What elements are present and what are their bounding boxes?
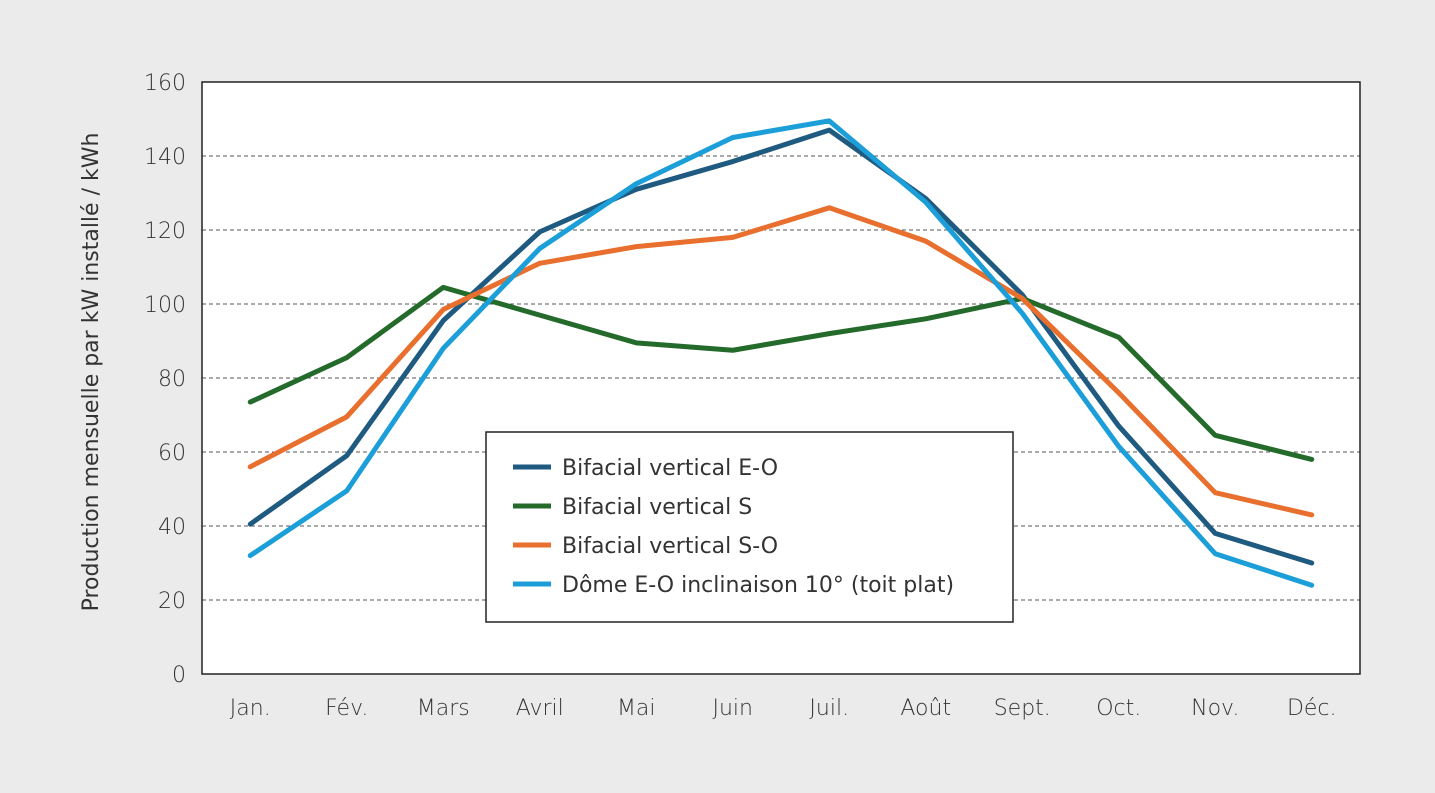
x-tick-label: Mai bbox=[617, 696, 656, 721]
y-axis-label: Production mensuelle par kW installé / k… bbox=[79, 133, 104, 612]
x-tick-label: Juil. bbox=[809, 696, 849, 721]
y-tick-label: 160 bbox=[144, 71, 186, 96]
plot-border bbox=[201, 81, 1361, 675]
x-tick-label: Jan. bbox=[230, 696, 271, 721]
legend-label: Bifacial vertical E-O bbox=[562, 456, 778, 481]
x-tick-label: Déc. bbox=[1287, 696, 1337, 721]
y-tick-label: 40 bbox=[158, 515, 186, 540]
y-tick-label: 60 bbox=[158, 441, 186, 466]
x-tick-label: Fév. bbox=[325, 696, 368, 721]
series-line-3 bbox=[247, 118, 1315, 588]
x-tick-label: Avril bbox=[516, 696, 564, 721]
y-tick-label: 140 bbox=[144, 145, 186, 170]
legend: Bifacial vertical E-O Bifacial vertical S… bbox=[485, 431, 1014, 623]
legend-label: Bifacial vertical S bbox=[562, 495, 752, 520]
y-tick-label: 20 bbox=[158, 589, 186, 614]
y-tick-label: 100 bbox=[144, 293, 186, 318]
x-tick-label: Août bbox=[900, 696, 951, 721]
y-tick-label: 80 bbox=[158, 367, 186, 392]
x-tick-label: Nov. bbox=[1191, 696, 1239, 721]
x-tick-label: Juin bbox=[713, 696, 754, 721]
x-tick-label: Mars bbox=[417, 696, 470, 721]
series-line-0 bbox=[247, 127, 1315, 566]
legend-label: Dôme E-O inclinaison 10° (toit plat) bbox=[562, 573, 954, 598]
y-tick-label: 0 bbox=[172, 663, 186, 688]
legend-label: Bifacial vertical S-O bbox=[562, 534, 778, 559]
x-tick-label: Sept. bbox=[994, 696, 1051, 721]
series-line-2 bbox=[247, 205, 1315, 518]
series-line-1 bbox=[247, 284, 1315, 462]
y-tick-label: 120 bbox=[144, 219, 186, 244]
x-tick-label: Oct. bbox=[1096, 696, 1141, 721]
